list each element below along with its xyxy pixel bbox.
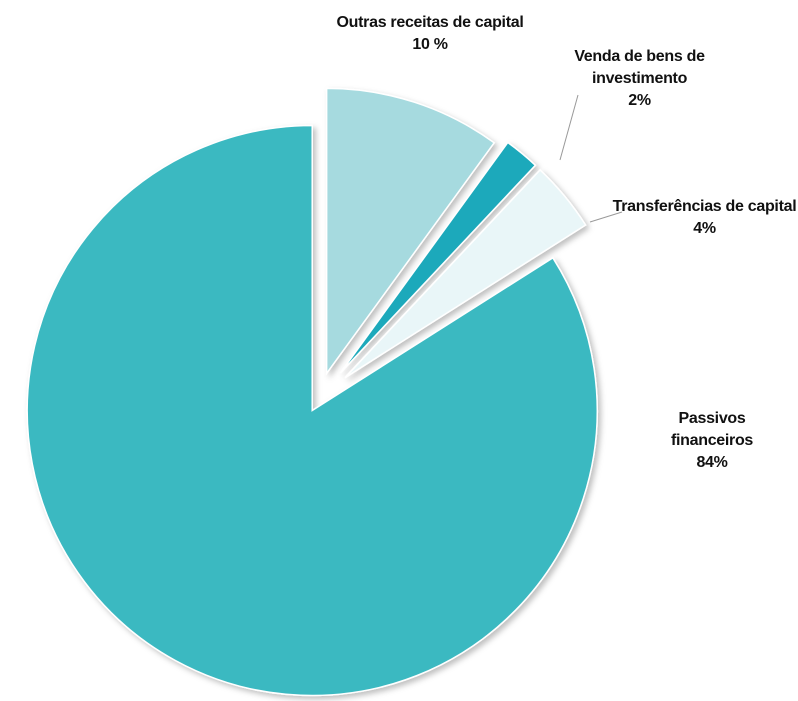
data-label: Venda de bens de investimento 2% <box>552 46 727 112</box>
pie-slice <box>26 124 598 697</box>
data-label: Passivos financeiros 84% <box>652 408 772 474</box>
pie-slice <box>339 141 537 374</box>
category-label: Outras receitas de capital <box>336 14 524 31</box>
value-label: 10 % <box>412 36 448 53</box>
pie-slice <box>344 168 587 379</box>
category-label: Venda de bens de investimento <box>574 48 705 87</box>
data-label: Transferências de capital 4% <box>612 196 797 240</box>
value-label: 4% <box>693 220 716 237</box>
pie <box>26 87 598 697</box>
category-label: Transferências de capital <box>612 198 797 215</box>
value-label: 2% <box>628 92 651 109</box>
leader-line <box>559 94 579 161</box>
category-label: Passivos financeiros <box>670 410 754 449</box>
leader-line <box>589 211 623 223</box>
data-label: Outras receitas de capital 10 % <box>330 12 530 56</box>
value-label: 84% <box>696 454 728 471</box>
pie-slice <box>325 87 496 376</box>
